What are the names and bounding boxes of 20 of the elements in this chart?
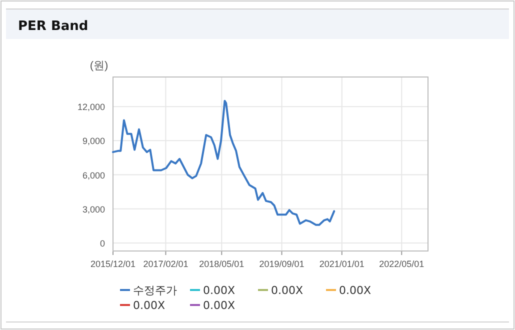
legend-label: 수정주가 [133, 284, 177, 297]
legend-label: 0.00X [203, 284, 236, 297]
y-tick-label: 6,000 [82, 170, 105, 180]
legend-label: 0.00X [271, 284, 304, 297]
line-series [112, 100, 336, 226]
legend-label: 0.00X [133, 299, 166, 312]
y-tick-label: 9,000 [82, 136, 105, 146]
x-tick-label: 2017/02/01 [143, 259, 188, 269]
x-tick-label: 2015/12/01 [90, 259, 136, 269]
y-axis-title: (원) [90, 60, 108, 72]
chart-title: PER Band [18, 19, 88, 34]
y-tick-label: 3,000 [82, 204, 105, 214]
x-tick-label: 2021/01/01 [319, 259, 364, 269]
x-tick-label: 2019/09/01 [259, 259, 304, 269]
y-tick-label: 0 [100, 238, 105, 249]
y-tick-label: 12,000 [77, 102, 105, 112]
x-tick-label: 2018/05/01 [199, 259, 244, 269]
legend-label: 0.00X [339, 284, 372, 297]
x-tick-label: 2022/05/01 [379, 259, 424, 269]
legend-label: 0.00X [203, 299, 236, 312]
